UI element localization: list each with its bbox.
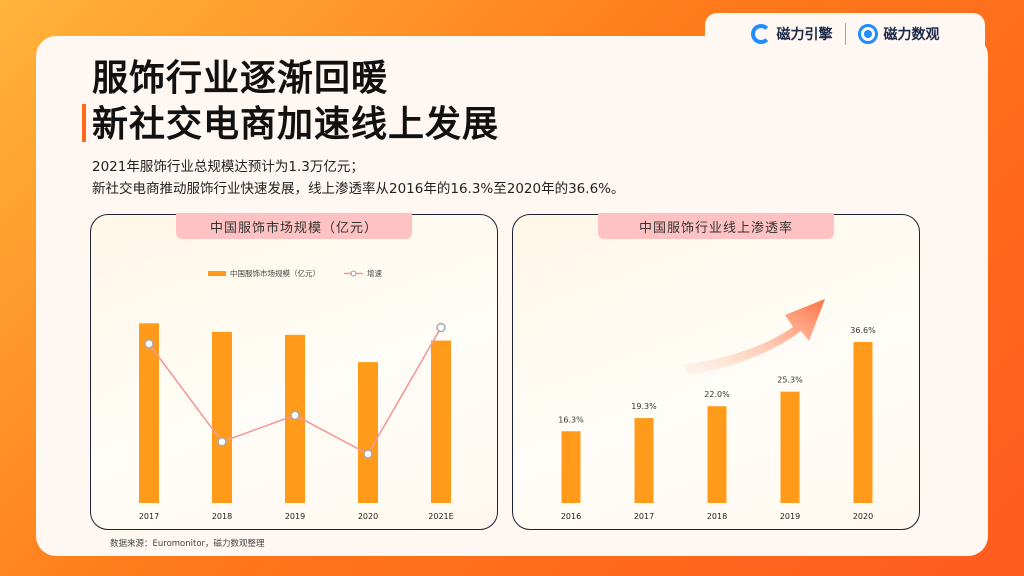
growth-point	[217, 437, 227, 447]
data-label: 25.3%	[777, 376, 803, 385]
brand-logo-2: 磁力数观	[857, 24, 940, 44]
brand-divider	[844, 23, 846, 45]
cili-engine-logo-icon	[750, 24, 771, 44]
x-tick-label: 2021E	[428, 512, 453, 521]
bar-market-size	[358, 362, 378, 503]
growth-point	[290, 410, 300, 421]
x-tick-label: 2019	[780, 512, 800, 521]
bar-market-size	[212, 331, 232, 503]
brand-logo-2-label: 磁力数观	[883, 27, 940, 43]
legend-bar-label: 中国服饰市场规模（亿元）	[230, 268, 320, 278]
data-label: 36.6%	[850, 326, 876, 335]
market-size-chart-title: 中国服饰市场规模（亿元）	[176, 213, 412, 239]
subtitle-line-2: 新社交电商推动服饰行业快速发展，线上渗透率从2016年的16.3%至2020年的…	[92, 181, 625, 197]
page-title-line-1: 服饰行业逐渐回暖	[92, 58, 389, 99]
bar-penetration	[634, 418, 654, 503]
page-subtitle: 2021年服饰行业总规模达预计为1.3万亿元； 新社交电商推动服饰行业快速发展，…	[92, 156, 625, 200]
data-source-note: 数据来源：Euromonitor，磁力数观整理	[110, 539, 265, 549]
x-tick-label: 2018	[707, 512, 727, 521]
growth-point	[144, 339, 154, 349]
cili-insight-logo-icon	[857, 24, 878, 44]
page-title-line-2-wrap: 新社交电商加速线上发展	[92, 102, 499, 148]
bar-market-size	[431, 340, 451, 503]
x-tick-label: 2016	[561, 512, 581, 521]
x-tick-label: 2020	[358, 512, 378, 521]
page-title-line-2: 新社交电商加速线上发展	[92, 104, 500, 145]
data-label: 22.0%	[704, 390, 730, 399]
x-tick-label: 2017	[139, 512, 159, 521]
online-penetration-chart-panel: 中国服饰行业线上渗透率 16.3% 2016 19.3% 2017 22.0% 2018 2…	[512, 213, 920, 530]
x-tick-label: 2018	[212, 512, 232, 521]
legend-line-marker	[350, 270, 357, 277]
chart-legend: 中国服饰市场规模（亿元） 增速	[208, 268, 382, 278]
legend-line-label: 增速	[367, 268, 382, 278]
page-title: 服饰行业逐渐回暖 新社交电商加速线上发展	[92, 56, 499, 148]
bar-penetration	[707, 406, 727, 503]
x-tick-label: 2020	[853, 512, 873, 521]
growth-arrow-icon	[683, 299, 825, 375]
market-size-chart-panel: 中国服饰市场规模（亿元） 中国服饰市场规模（亿元） 增速 2017 2018 2019 2…	[90, 213, 498, 530]
brand-logo-1: 磁力引擎	[750, 24, 833, 44]
online-penetration-chart-title: 中国服饰行业线上渗透率	[598, 213, 834, 239]
online-penetration-chart: 16.3% 2016 19.3% 2017 22.0% 2018 25.3% 2019 36.6…	[558, 299, 876, 521]
x-tick-label: 2017	[634, 512, 654, 521]
growth-point	[436, 322, 446, 333]
legend-bar-swatch	[208, 271, 226, 276]
bar-penetration	[561, 431, 581, 503]
data-label: 19.3%	[631, 402, 657, 411]
bar-penetration	[853, 341, 873, 503]
title-accent-bar	[82, 104, 86, 142]
x-tick-label: 2019	[285, 512, 305, 521]
growth-point	[363, 449, 373, 459]
subtitle-line-1: 2021年服饰行业总规模达预计为1.3万亿元；	[92, 159, 364, 175]
data-label: 16.3%	[558, 415, 584, 424]
market-size-chart: 中国服饰市场规模（亿元） 增速 2017 2018 2019 2020 2021E	[139, 268, 454, 521]
bar-penetration	[780, 391, 800, 503]
bar-market-size	[139, 323, 159, 503]
brand-logo-1-label: 磁力引擎	[776, 27, 833, 43]
brand-tab: 磁力引擎 磁力数观	[705, 13, 985, 55]
